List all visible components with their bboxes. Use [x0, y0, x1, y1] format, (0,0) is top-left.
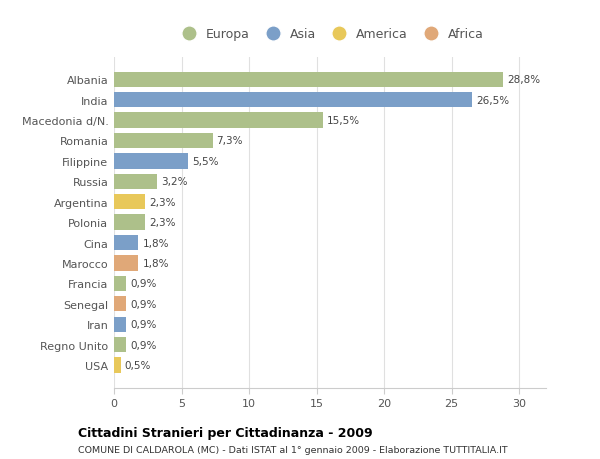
Text: Cittadini Stranieri per Cittadinanza - 2009: Cittadini Stranieri per Cittadinanza - 2… [78, 426, 373, 439]
Bar [114, 113, 323, 129]
Text: 0,9%: 0,9% [130, 340, 157, 350]
Bar [114, 358, 121, 373]
Bar [114, 235, 139, 251]
Bar [114, 215, 145, 230]
Text: 0,9%: 0,9% [130, 279, 157, 289]
Text: 0,9%: 0,9% [130, 299, 157, 309]
Bar [114, 93, 472, 108]
Text: 28,8%: 28,8% [507, 75, 540, 85]
Bar [114, 195, 145, 210]
Text: 0,5%: 0,5% [125, 360, 151, 370]
Text: 0,9%: 0,9% [130, 319, 157, 330]
Bar [114, 134, 212, 149]
Text: 26,5%: 26,5% [476, 95, 509, 106]
Text: 1,8%: 1,8% [142, 258, 169, 269]
Bar [114, 174, 157, 190]
Bar [114, 73, 503, 88]
Bar [114, 276, 126, 291]
Text: 15,5%: 15,5% [328, 116, 361, 126]
Text: 2,3%: 2,3% [149, 218, 176, 228]
Legend: Europa, Asia, America, Africa: Europa, Asia, America, Africa [173, 26, 487, 44]
Bar [114, 337, 126, 353]
Bar [114, 256, 139, 271]
Bar [114, 297, 126, 312]
Bar [114, 154, 188, 169]
Text: 3,2%: 3,2% [161, 177, 188, 187]
Text: COMUNE DI CALDAROLA (MC) - Dati ISTAT al 1° gennaio 2009 - Elaborazione TUTTITAL: COMUNE DI CALDAROLA (MC) - Dati ISTAT al… [78, 445, 508, 454]
Text: 2,3%: 2,3% [149, 197, 176, 207]
Bar [114, 317, 126, 332]
Text: 1,8%: 1,8% [142, 238, 169, 248]
Text: 7,3%: 7,3% [217, 136, 243, 146]
Text: 5,5%: 5,5% [193, 157, 219, 167]
